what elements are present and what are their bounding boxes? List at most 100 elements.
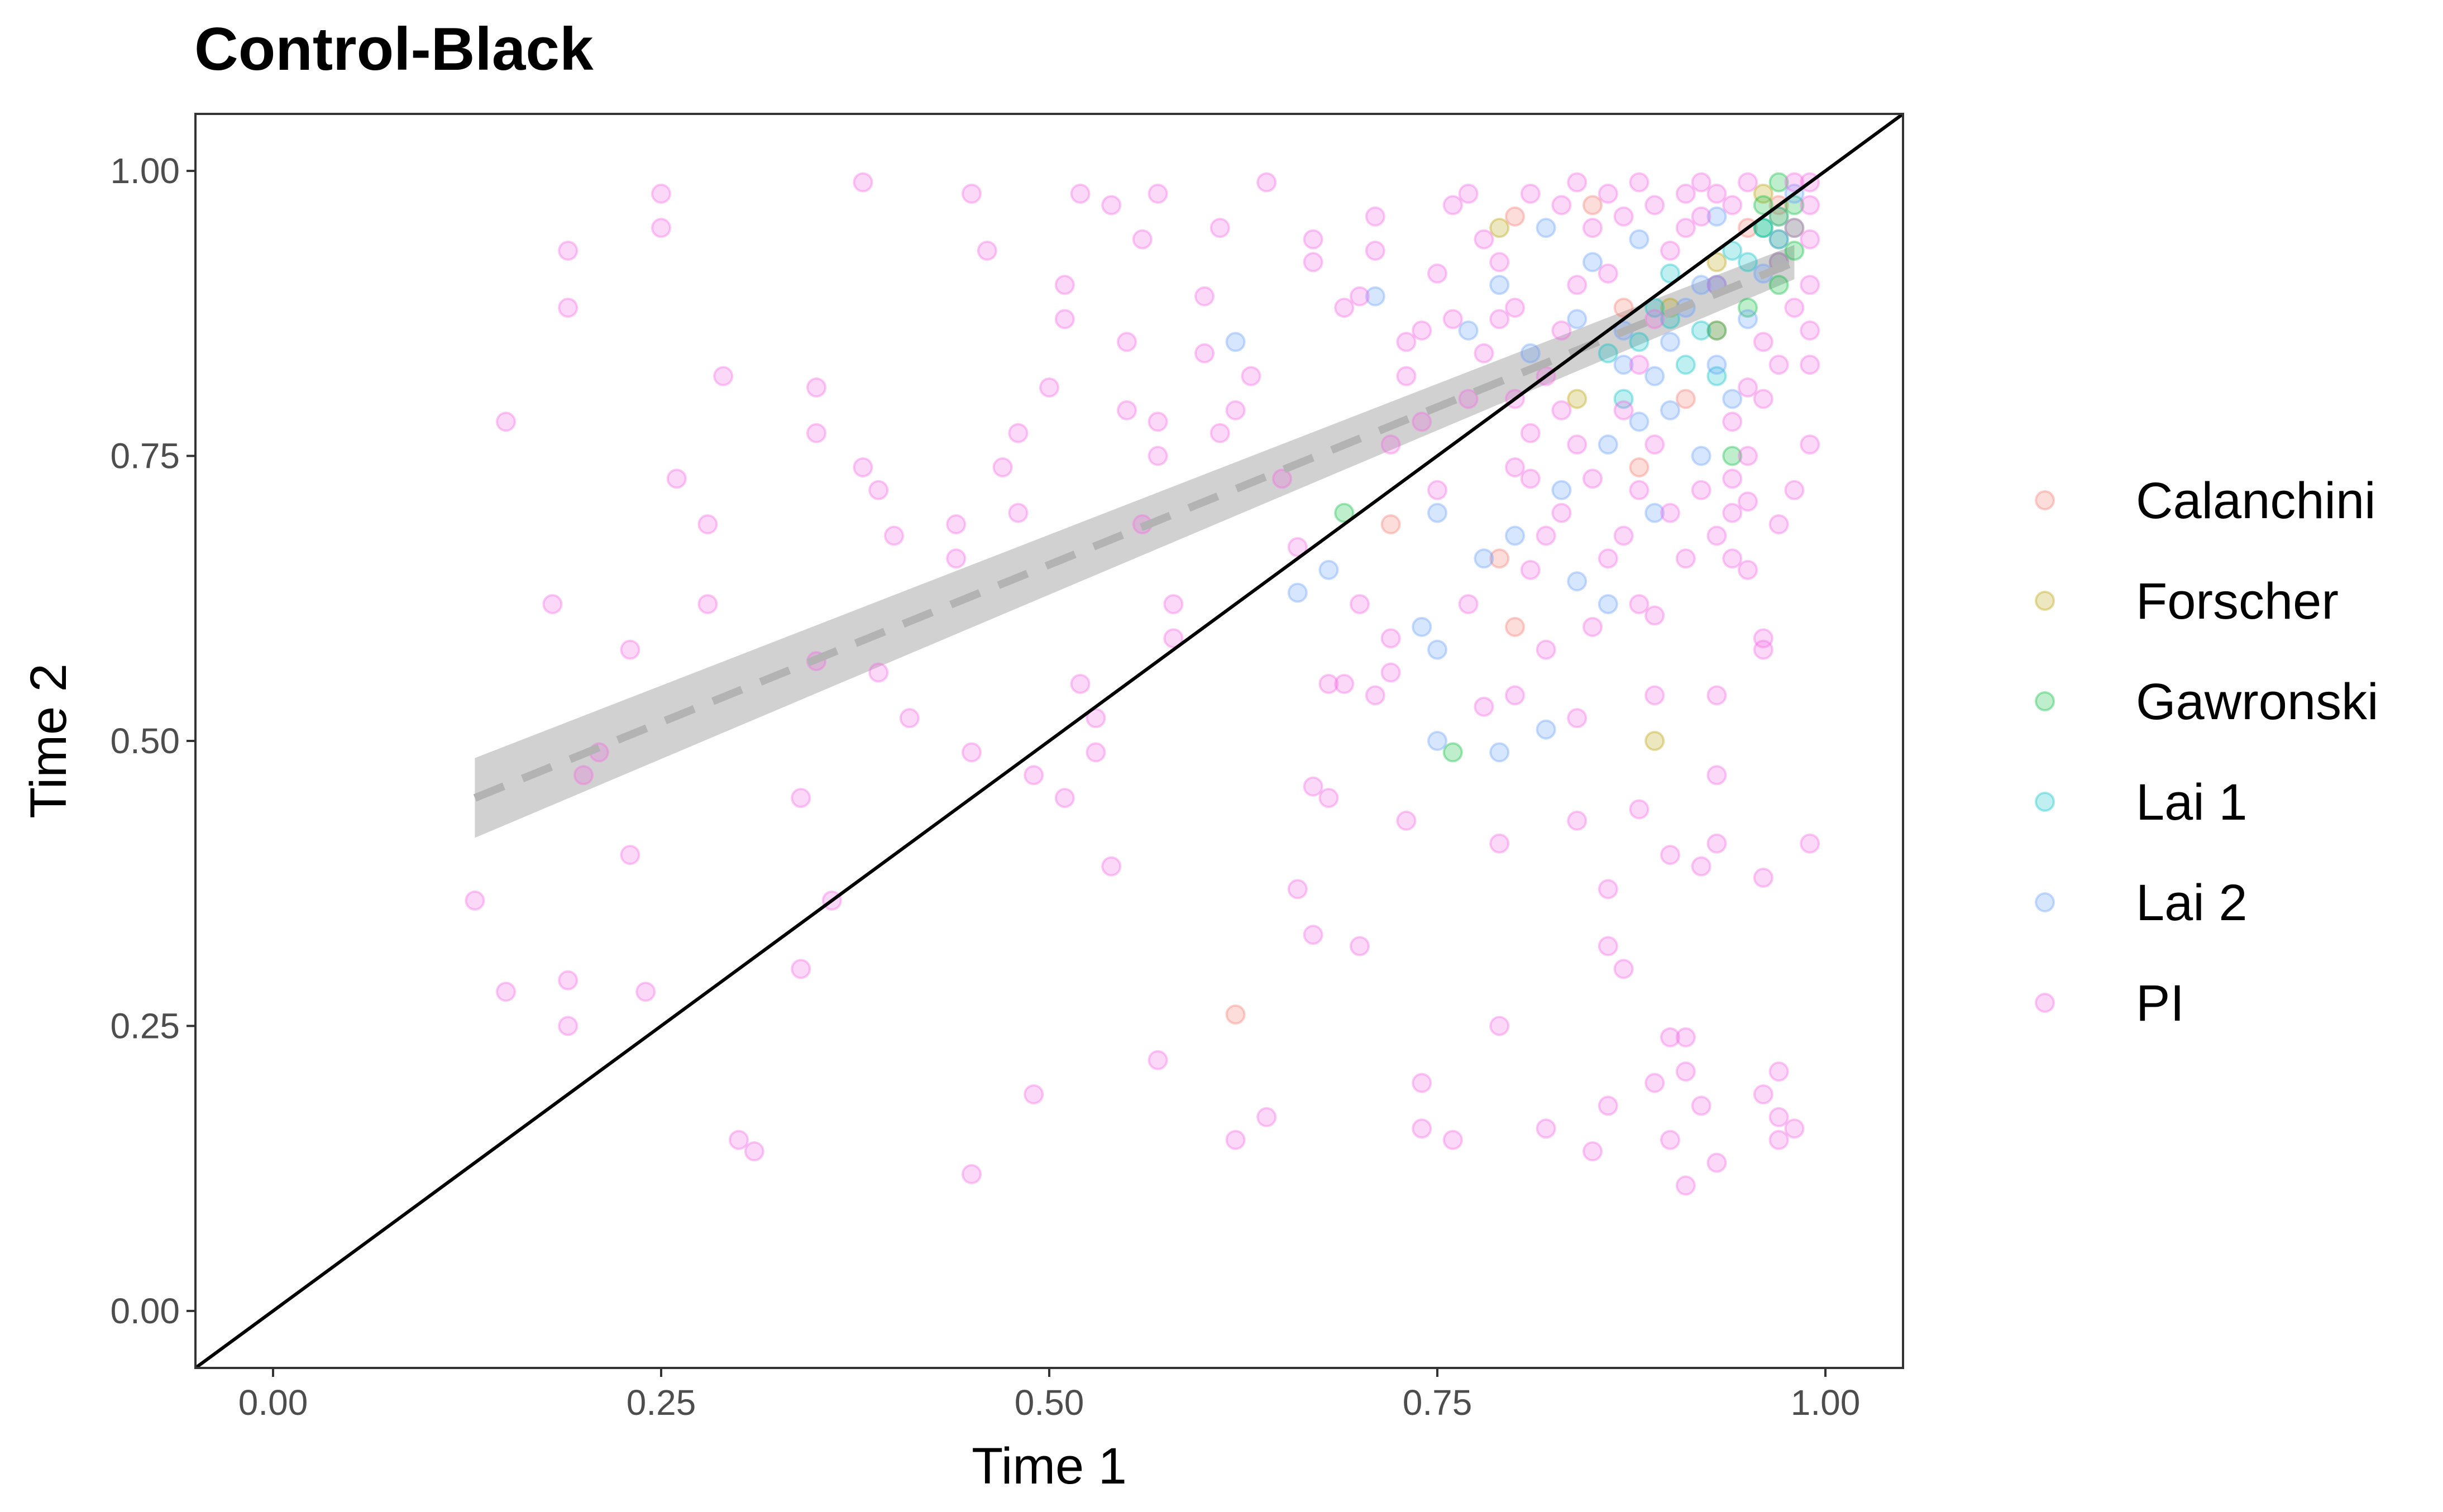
data-point (946, 548, 967, 569)
data-point (558, 298, 579, 318)
data-point (806, 423, 826, 443)
data-point (1505, 685, 1525, 706)
data-point (620, 845, 640, 865)
y-tick-label: 0.25 (110, 1006, 180, 1046)
data-point (1691, 320, 1711, 341)
data-point (1644, 434, 1665, 455)
data-point (1629, 355, 1650, 375)
data-point (1396, 332, 1417, 352)
x-tick-label: 0.25 (627, 1382, 696, 1423)
data-point (558, 241, 579, 261)
data-point (1350, 286, 1370, 307)
data-point (1644, 685, 1665, 706)
data-point (1489, 252, 1510, 272)
data-point (1163, 594, 1184, 614)
data-point (946, 514, 967, 535)
data-point (1738, 172, 1758, 193)
data-point (542, 594, 563, 614)
data-point (1427, 639, 1447, 660)
data-point (1722, 241, 1743, 261)
legend-label: PI (2136, 975, 2184, 1032)
chart-title: Control-Black (194, 15, 594, 83)
data-point (1551, 480, 1572, 500)
data-point (1753, 639, 1773, 660)
data-point (1132, 229, 1153, 250)
data-point (1380, 628, 1401, 649)
data-point (1768, 275, 1789, 295)
legend-key (2035, 892, 2055, 912)
data-point (1380, 514, 1401, 535)
data-point (1194, 286, 1215, 307)
data-point (1474, 696, 1494, 717)
legend-item: Calanchini (2035, 472, 2376, 529)
data-point (1644, 731, 1665, 751)
data-point (1396, 366, 1417, 386)
legend-item: Lai 1 (2035, 774, 2248, 831)
data-point (1458, 389, 1479, 409)
legend: Calanchini Forscher Gawronski Lai 1 Lai 2 PI (2035, 472, 2379, 1032)
data-point (1675, 1027, 1696, 1047)
data-point (1800, 355, 1820, 375)
y-axis-title: Time 2 (20, 663, 77, 819)
y-tick-label: 0.50 (110, 721, 180, 761)
data-point (1101, 195, 1122, 216)
data-point (1598, 594, 1618, 614)
data-point (1583, 468, 1603, 489)
data-point (1800, 320, 1820, 341)
data-point (1644, 1073, 1665, 1093)
data-point (1644, 195, 1665, 216)
data-point (1334, 673, 1355, 694)
data-point (1738, 559, 1758, 580)
data-point (1489, 742, 1510, 763)
data-point (1241, 366, 1261, 386)
data-point (1613, 389, 1634, 409)
data-point (1629, 480, 1650, 500)
data-point (1722, 412, 1743, 432)
data-point (868, 662, 889, 683)
data-point (1753, 218, 1773, 238)
data-point (1551, 400, 1572, 420)
data-point (1318, 673, 1339, 694)
data-point (1458, 183, 1479, 204)
data-point (806, 377, 826, 398)
x-tick-label: 0.00 (238, 1382, 308, 1423)
data-point (1613, 400, 1634, 420)
data-point (1753, 389, 1773, 409)
data-point (1784, 298, 1805, 318)
data-point (1148, 412, 1168, 432)
data-point (1583, 218, 1603, 238)
data-point (496, 412, 516, 432)
data-point (1148, 446, 1168, 466)
legend-label: Lai 1 (2136, 774, 2248, 831)
data-point (1598, 879, 1618, 899)
legend-key (2035, 490, 2055, 510)
data-point (1458, 594, 1479, 614)
data-point (1753, 195, 1773, 216)
data-point (1489, 275, 1510, 295)
data-point (1768, 514, 1789, 535)
data-point (1706, 320, 1727, 341)
data-point (1598, 936, 1618, 956)
data-point (1380, 434, 1401, 455)
data-point (1086, 742, 1106, 763)
data-point (1784, 218, 1805, 238)
data-point (1551, 320, 1572, 341)
data-point (1256, 172, 1277, 193)
data-point (1008, 423, 1029, 443)
series-calanchini (1225, 195, 1789, 1025)
data-point (1800, 229, 1820, 250)
data-point (1318, 788, 1339, 808)
x-axis: 0.00 0.25 0.50 0.75 1.00 (238, 1368, 1860, 1423)
data-point (1629, 594, 1650, 614)
data-point (1520, 468, 1541, 489)
legend-label: Calanchini (2136, 472, 2376, 529)
data-point (1644, 309, 1665, 329)
data-point (1768, 1061, 1789, 1082)
data-point (1753, 1084, 1773, 1104)
plot-area (195, 114, 1903, 1368)
data-point (1551, 195, 1572, 216)
data-point (1738, 491, 1758, 512)
data-point (1365, 286, 1385, 307)
